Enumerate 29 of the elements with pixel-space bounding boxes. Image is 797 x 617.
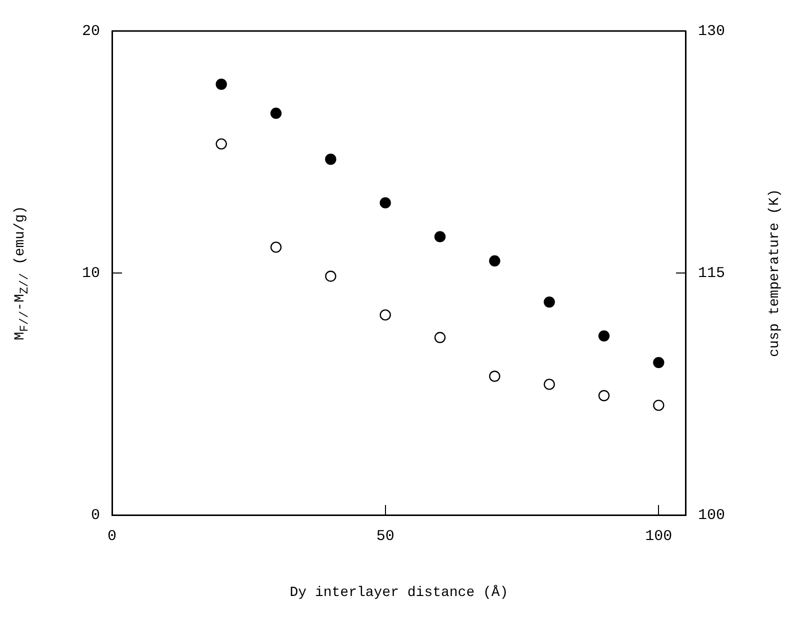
point	[653, 400, 664, 411]
point	[325, 270, 336, 282]
point	[380, 197, 391, 208]
point	[270, 242, 282, 253]
point	[544, 378, 555, 390]
point	[598, 330, 610, 342]
x-tick-label: 50	[376, 528, 394, 545]
x-axis-title: Dy interlayer distance (Å)	[290, 585, 508, 601]
y2-axis-title: cusp temperature (K)	[767, 188, 783, 358]
point	[489, 370, 500, 382]
y-tick-label: 0	[90, 506, 100, 524]
point	[598, 390, 610, 402]
point	[380, 309, 391, 321]
x-tick-label: 0	[107, 528, 117, 545]
y2-tick-label: 115	[698, 264, 726, 282]
point	[434, 231, 446, 242]
point	[216, 78, 227, 90]
point	[653, 356, 664, 368]
point	[325, 154, 336, 165]
y-tick-label: 20	[82, 22, 100, 40]
y2-tick-label: 100	[698, 506, 726, 524]
point	[216, 138, 227, 150]
point	[270, 108, 282, 119]
point	[489, 255, 500, 266]
point	[544, 296, 555, 308]
y2-tick-label: 130	[698, 22, 726, 40]
point	[434, 332, 446, 344]
y-tick-label: 10	[82, 264, 100, 282]
x-tick-label: 100	[645, 528, 672, 545]
